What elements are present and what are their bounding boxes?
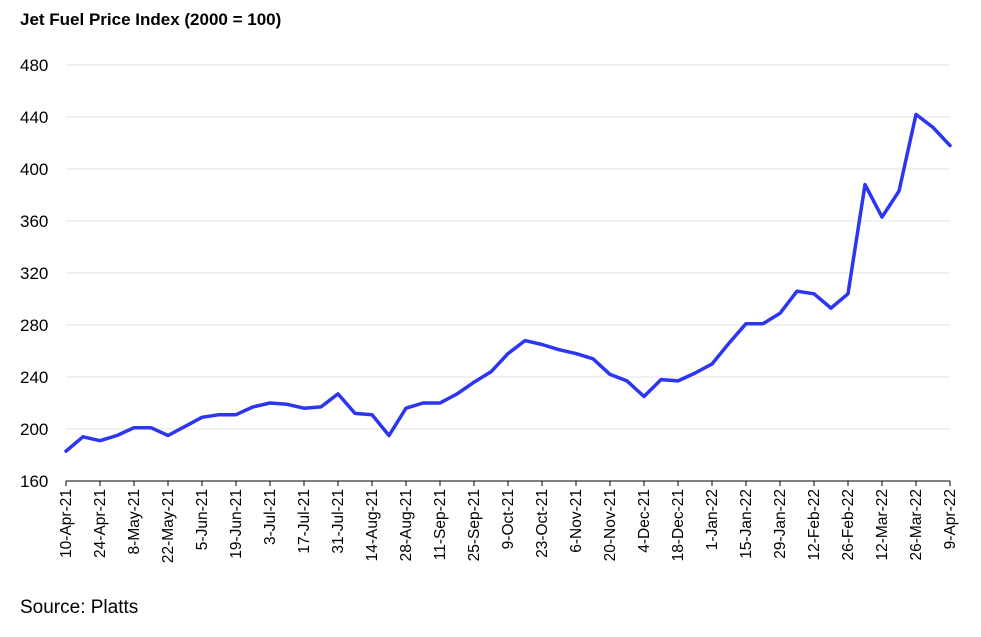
data-point — [98, 439, 102, 443]
data-point — [200, 415, 204, 419]
y-tick-label: 240 — [20, 368, 48, 387]
data-point — [863, 183, 867, 187]
y-tick-label: 480 — [20, 56, 48, 75]
data-point — [115, 434, 119, 438]
data-point — [353, 411, 357, 415]
x-tick-label: 5-Jun-21 — [194, 489, 211, 550]
data-point — [846, 292, 850, 296]
data-point — [234, 413, 238, 417]
data-point — [149, 426, 153, 430]
source-note: Source: Platts — [20, 597, 139, 618]
data-point — [591, 357, 595, 361]
chart-title: Jet Fuel Price Index (2000 = 100) — [20, 10, 282, 29]
data-point — [217, 413, 221, 417]
data-point — [302, 406, 306, 410]
data-point — [676, 379, 680, 383]
x-tick-label: 10-Apr-21 — [58, 489, 75, 558]
x-tick-label: 18-Dec-21 — [670, 489, 687, 561]
data-point — [829, 306, 833, 310]
data-point — [268, 401, 272, 405]
x-tick-label: 14-Aug-21 — [364, 489, 381, 561]
y-tick-label: 160 — [20, 472, 48, 491]
data-point — [523, 339, 527, 343]
data-point — [421, 401, 425, 405]
data-point — [897, 189, 901, 193]
data-point — [506, 352, 510, 356]
data-point — [387, 434, 391, 438]
x-tick-label: 3-Jul-21 — [262, 489, 279, 545]
y-axis-ticks: 160 200 240 280 320 360 400 440 480 — [20, 56, 48, 491]
x-tick-label: 19-Jun-21 — [228, 489, 245, 559]
data-point — [64, 449, 68, 453]
series-layer — [64, 112, 952, 453]
x-tick-label: 25-Sep-21 — [466, 489, 483, 561]
x-tick-label: 24-Apr-21 — [92, 489, 109, 558]
x-tick-label: 4-Dec-21 — [636, 489, 653, 553]
x-tick-label: 17-Jul-21 — [296, 489, 313, 554]
data-point — [472, 380, 476, 384]
x-tick-label: 9-Apr-22 — [942, 489, 959, 549]
data-point — [404, 406, 408, 410]
data-point — [795, 289, 799, 293]
data-point — [557, 348, 561, 352]
x-tick-label: 12-Mar-22 — [874, 489, 891, 561]
data-point — [625, 379, 629, 383]
x-axis-ticks: 10-Apr-21 24-Apr-21 8-May-21 22-May-21 5-Jun… — [58, 481, 959, 563]
x-tick-label: 11-Sep-21 — [432, 489, 449, 560]
series-line — [64, 112, 952, 453]
x-tick-label: 12-Feb-22 — [806, 489, 823, 561]
x-tick-label: 29-Jan-22 — [772, 489, 789, 559]
data-point — [608, 372, 612, 376]
data-point — [693, 371, 697, 375]
data-point — [166, 434, 170, 438]
data-point — [710, 362, 714, 366]
data-point — [642, 395, 646, 399]
x-tick-label: 28-Aug-21 — [398, 489, 415, 561]
y-tick-label: 200 — [20, 420, 48, 439]
data-point — [659, 378, 663, 382]
x-tick-label: 22-May-21 — [160, 489, 177, 563]
data-point — [370, 413, 374, 417]
data-point — [455, 392, 459, 396]
y-tick-label: 400 — [20, 160, 48, 179]
data-point — [285, 402, 289, 406]
x-tick-label: 9-Oct-21 — [500, 489, 517, 549]
data-point — [914, 112, 918, 116]
data-point — [132, 426, 136, 430]
data-point — [251, 405, 255, 409]
grid-layer — [66, 64, 950, 430]
data-point — [948, 144, 952, 148]
x-tick-label: 20-Nov-21 — [602, 489, 619, 561]
x-tick-label: 31-Jul-21 — [330, 489, 347, 554]
data-point — [931, 125, 935, 129]
data-point — [812, 292, 816, 296]
data-point — [489, 370, 493, 374]
data-point — [761, 322, 765, 326]
data-point — [336, 392, 340, 396]
x-tick-label: 15-Jan-22 — [738, 489, 755, 559]
x-tick-label: 26-Mar-22 — [908, 489, 925, 561]
y-tick-label: 280 — [20, 316, 48, 335]
x-tick-label: 26-Feb-22 — [840, 489, 857, 561]
y-tick-label: 360 — [20, 212, 48, 231]
data-point — [183, 424, 187, 428]
x-tick-label: 8-May-21 — [126, 489, 143, 554]
data-point — [574, 352, 578, 356]
x-tick-label: 6-Nov-21 — [568, 489, 585, 553]
data-point — [880, 215, 884, 219]
y-tick-label: 440 — [20, 108, 48, 127]
data-point — [81, 435, 85, 439]
data-point — [319, 405, 323, 409]
y-tick-label: 320 — [20, 264, 48, 283]
data-point — [778, 311, 782, 315]
x-tick-label: 1-Jan-22 — [704, 489, 721, 550]
data-point — [727, 341, 731, 345]
data-point — [744, 322, 748, 326]
data-point — [540, 343, 544, 347]
data-point — [438, 401, 442, 405]
x-tick-label: 23-Oct-21 — [534, 489, 551, 558]
